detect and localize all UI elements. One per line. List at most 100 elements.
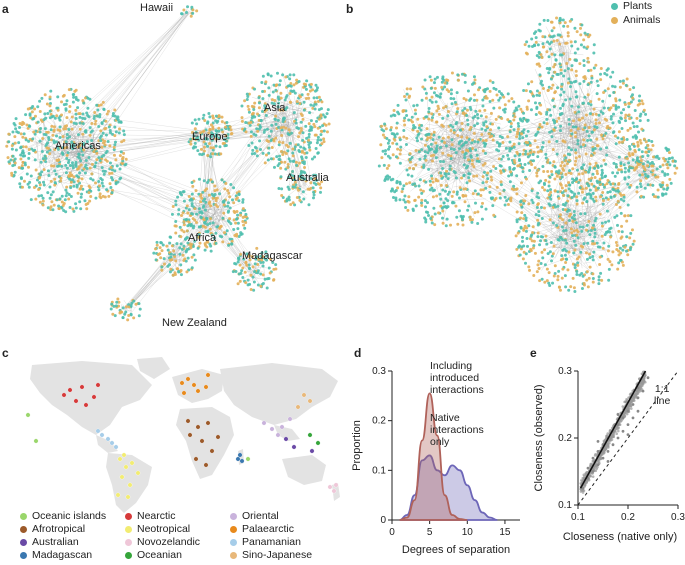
network-node [263,128,267,132]
network-node [546,88,550,92]
network-node [440,206,444,210]
network-node [97,188,101,192]
network-node [261,281,265,285]
network-node [541,35,545,39]
network-node [537,221,541,225]
map-site-dot [115,492,121,498]
network-node [432,91,436,95]
network-node [598,212,602,216]
network-node [320,142,324,146]
network-edge [561,31,582,145]
network-node [387,164,391,168]
network-node [279,91,283,95]
network-edge [278,123,294,189]
network-node [665,183,669,187]
network-node [267,277,271,281]
network-node [467,137,471,141]
network-node [117,300,121,304]
network-node [469,125,473,129]
network-edge [82,136,112,148]
network-node [441,209,445,213]
network-node [197,138,201,142]
network-node [250,255,254,259]
network-node [29,174,33,178]
map-site-dot [193,456,199,462]
region-label-australia: Australia [286,172,329,184]
network-node [524,152,528,156]
network-node [464,151,468,155]
network-edge [62,127,95,154]
network-node [531,152,535,156]
network-node [503,203,507,207]
network-node [115,116,119,120]
network-node [539,103,543,107]
network-node [235,232,239,236]
network-node [129,312,133,316]
network-edge [31,155,45,168]
network-node [286,145,290,149]
network-node [479,188,483,192]
network-node [264,250,268,254]
network-node [532,239,536,243]
network-node [446,110,450,114]
network-edge [410,154,422,157]
north-america-shape [30,361,152,435]
network-node [551,221,555,225]
network-edge [568,129,599,136]
network-node [95,151,99,155]
network-node [524,218,528,222]
network-edge [575,136,649,171]
network-node [62,146,66,150]
network-node [103,143,107,147]
network-node [407,195,411,199]
network-node [113,169,117,173]
network-node [552,34,556,38]
network-node [106,109,110,113]
network-node [76,98,80,102]
network-node [424,115,428,119]
network-node [279,149,283,153]
network-node [608,190,612,194]
network-node [544,178,548,182]
network-node [199,200,203,204]
network-node [531,225,535,229]
network-node [541,256,545,260]
network-node [114,130,118,134]
network-node [441,166,445,170]
network-node [527,99,531,103]
network-node [434,179,438,183]
network-node [574,221,578,225]
network-node [600,234,604,238]
network-node [76,133,80,137]
network-node [615,171,619,175]
network-edge [573,179,582,249]
network-node [300,155,304,159]
network-node [245,92,249,96]
network-node [20,123,24,127]
network-node [608,126,612,130]
network-node [252,288,256,292]
network-node [87,115,91,119]
network-node [235,209,239,213]
network-node [64,210,68,214]
network-edge [271,99,278,118]
map-site-dot [61,392,67,398]
network-node [404,98,408,102]
network-node [68,110,72,114]
network-node [449,147,453,151]
network-node [514,234,518,238]
network-edge [538,112,551,153]
network-node [237,199,241,203]
network-edge [533,116,546,121]
network-node [566,34,570,38]
network-node [280,193,284,197]
network-node [214,144,218,148]
network-node [528,90,532,94]
network-node [439,183,443,187]
network-node [509,170,513,174]
network-node [58,197,62,201]
network-node [599,78,603,82]
network-node [62,103,66,107]
network-node [234,262,238,266]
network-node [276,118,280,122]
